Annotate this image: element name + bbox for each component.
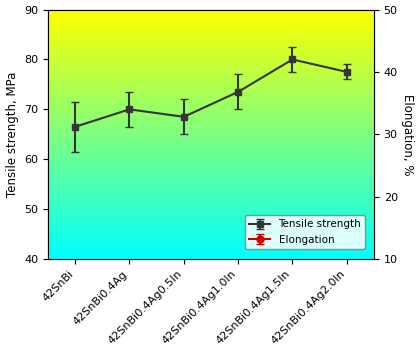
Legend: Tensile strength, Elongation: Tensile strength, Elongation xyxy=(245,215,365,249)
Y-axis label: Elongation, %: Elongation, % xyxy=(402,94,415,175)
Y-axis label: Tensile strength, MPa: Tensile strength, MPa xyxy=(5,71,18,197)
